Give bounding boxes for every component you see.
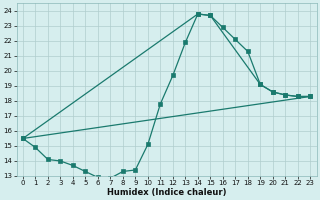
X-axis label: Humidex (Indice chaleur): Humidex (Indice chaleur): [107, 188, 226, 197]
